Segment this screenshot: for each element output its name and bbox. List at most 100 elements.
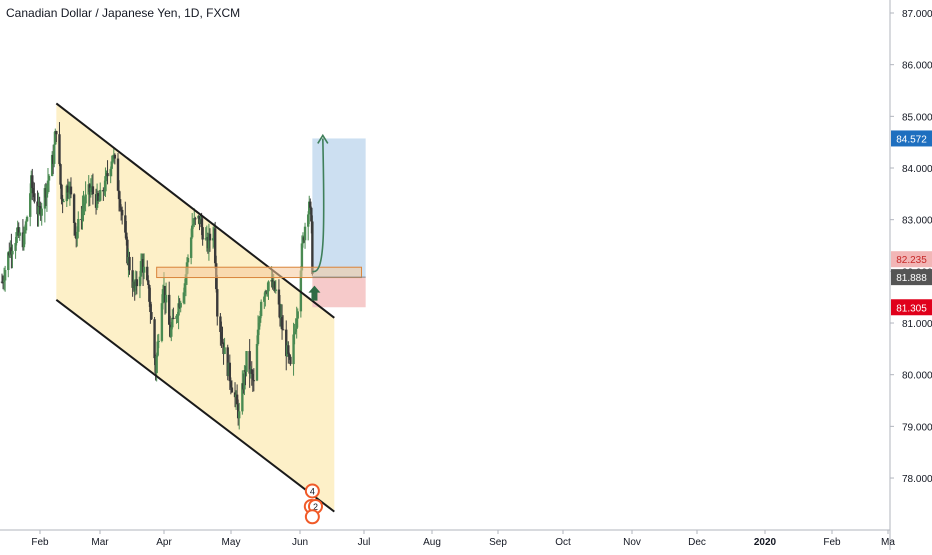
candle-body: [147, 280, 150, 285]
price-label-bg: [891, 251, 932, 268]
candle-up: [81, 195, 84, 230]
x-tick-label: 2020: [754, 537, 777, 548]
candle-body: [256, 329, 260, 345]
price-label: 84.572: [891, 130, 932, 147]
candle-body: [99, 189, 102, 201]
candle-down: [213, 221, 217, 269]
candle-up: [306, 211, 310, 241]
candle-body: [308, 201, 311, 215]
candle-down: [208, 228, 212, 252]
candle-body: [3, 270, 7, 281]
candle-body: [277, 289, 281, 305]
x-axis-ticks: Feb Mar Apr May Jun Jul Aug Sep Oct Nov Dec 2020 Feb…: [31, 530, 895, 548]
candle-body: [287, 345, 290, 355]
price-label-text: 84.572: [896, 134, 927, 145]
candle-body: [289, 356, 292, 365]
candle-down: [235, 384, 239, 405]
candle-up: [46, 167, 50, 194]
candle-body: [288, 354, 291, 357]
candle-down: [201, 215, 204, 246]
candle-body: [168, 294, 171, 325]
candle-body: [238, 411, 241, 419]
candle-up: [296, 308, 299, 328]
candle-body: [250, 369, 253, 374]
candle-up: [241, 370, 244, 415]
candle-body: [221, 338, 224, 343]
candle-down: [106, 160, 109, 185]
candle-body: [192, 224, 195, 226]
candle-body: [59, 164, 62, 185]
candle-up: [238, 402, 241, 430]
candle-body: [293, 331, 296, 335]
long-position-stop-zone: [312, 277, 366, 308]
candle-body: [62, 201, 65, 203]
x-tick-label: Jul: [358, 537, 371, 548]
candle-down: [66, 178, 70, 199]
candle-body: [294, 328, 297, 332]
candle-body: [223, 347, 226, 355]
candle-body: [106, 173, 109, 177]
x-tick-label: Oct: [555, 537, 571, 548]
candle-body: [135, 279, 139, 287]
candle-down: [124, 201, 127, 239]
candle-body: [160, 303, 164, 341]
candle-body: [164, 294, 168, 303]
candle-up: [62, 198, 65, 203]
candle-up: [293, 323, 296, 345]
chart-title: Canadian Dollar / Japanese Yen, 1D, FXCM: [6, 6, 241, 20]
price-label: 81.888: [891, 269, 932, 286]
x-tick-label: Feb: [823, 537, 841, 548]
candle-body: [116, 158, 120, 191]
candle-down: [116, 152, 120, 192]
candle-body: [309, 201, 312, 208]
candle-body: [37, 206, 40, 215]
candle-body: [24, 221, 28, 231]
price-label-bg: [891, 299, 932, 316]
candle-up: [156, 334, 159, 358]
candle-body: [285, 329, 288, 357]
candle-down: [131, 256, 134, 297]
candle-body: [273, 281, 276, 291]
candle-down: [311, 215, 314, 276]
x-tick-label: Feb: [31, 537, 49, 548]
candle-body: [194, 218, 197, 220]
candle-body: [149, 301, 152, 313]
candle-down: [216, 274, 219, 326]
candle-up: [179, 300, 182, 313]
candle-down: [120, 206, 124, 225]
candle-body: [183, 283, 187, 293]
candle-down: [219, 313, 222, 346]
price-label-text: 81.305: [896, 303, 927, 314]
candle-body: [32, 188, 35, 194]
candle-up: [109, 166, 112, 184]
candle-body: [274, 289, 277, 291]
candle-body: [18, 232, 21, 236]
candle-body: [67, 192, 71, 194]
candle-down: [221, 326, 224, 344]
candle-up: [223, 337, 226, 355]
candle-down: [230, 380, 234, 393]
candle-body: [131, 270, 134, 288]
event-marker-ring: [304, 509, 320, 525]
candle-body: [176, 315, 179, 317]
candle-body: [76, 231, 79, 239]
event-marker-label: 2: [313, 502, 318, 512]
candle-body: [257, 322, 261, 330]
candle-up: [142, 253, 146, 280]
candle-body: [278, 304, 282, 319]
candle-down: [33, 182, 36, 204]
candle-down: [59, 163, 62, 189]
up-arrow-icon: [308, 285, 321, 301]
projection-arrow-head: [317, 133, 329, 144]
candle-body: [146, 266, 149, 281]
y-tick-label: 81.000: [902, 319, 932, 330]
candle-body: [73, 222, 77, 236]
candle-body: [109, 168, 112, 177]
candle-body: [295, 318, 298, 329]
candle-body: [17, 227, 20, 236]
candle-body: [252, 380, 256, 382]
projection-arrow-curve: [312, 138, 325, 273]
candle-body: [306, 214, 310, 227]
